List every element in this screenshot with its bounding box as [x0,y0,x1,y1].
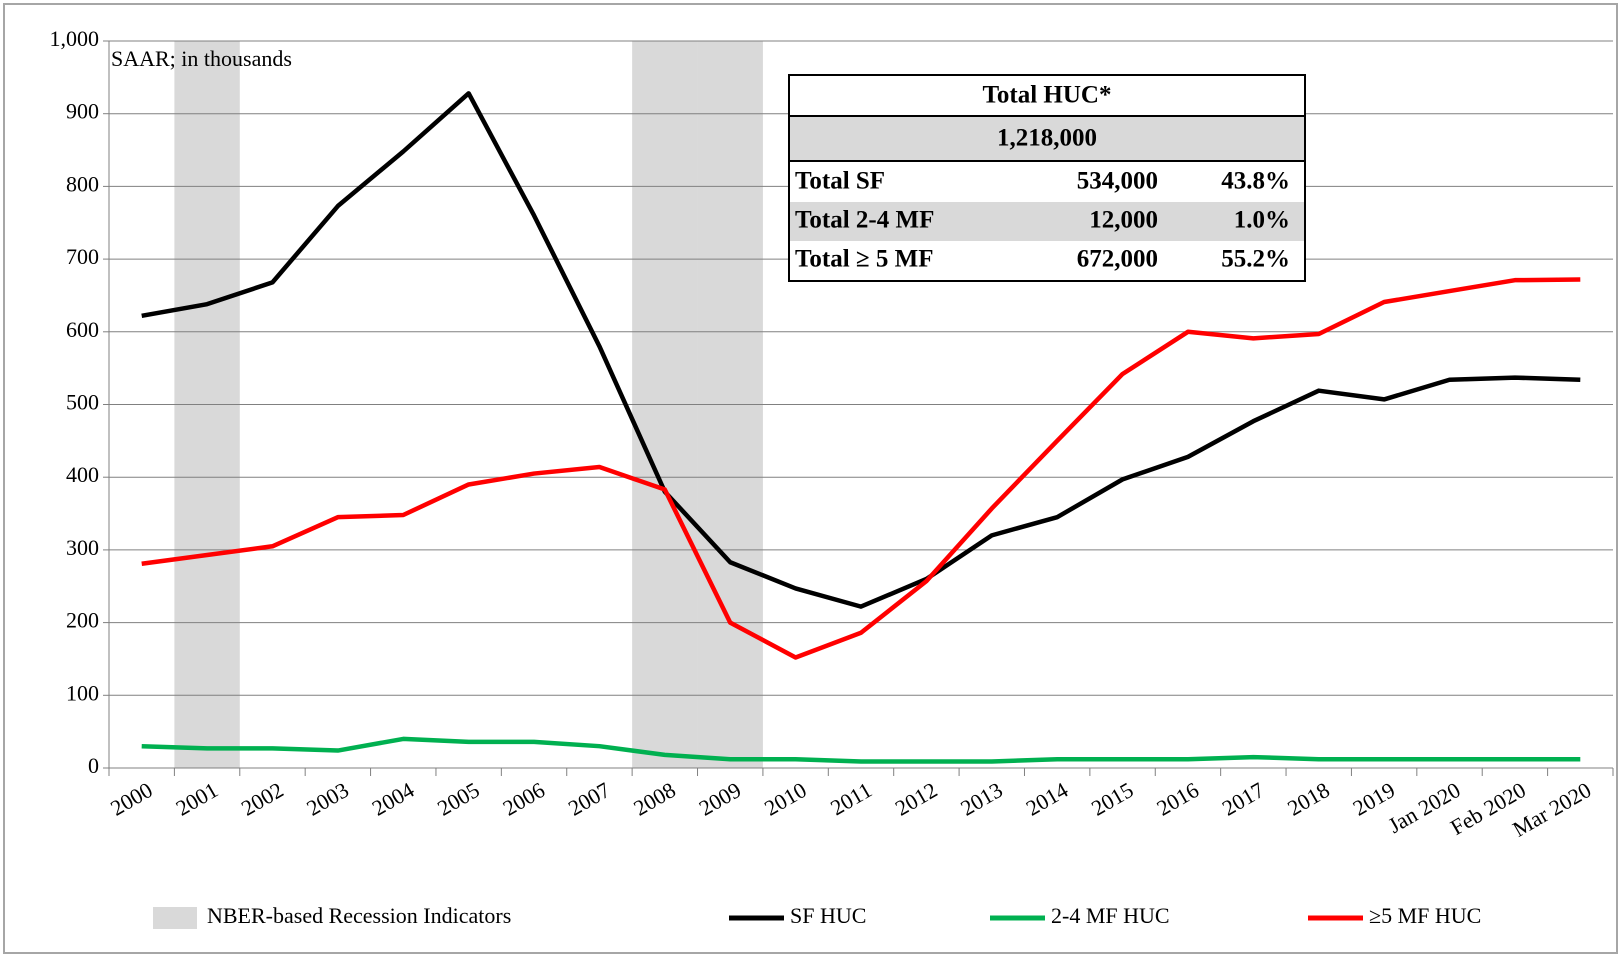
annotation: SAAR; in thousands [111,46,292,71]
y-tick-label: 0 [88,753,99,778]
summary-table: Total HUC* 1,218,000 Total SF 534,000 43.8% T… [788,74,1306,282]
table-cell: 534,000 [1077,168,1158,195]
y-tick-label: 1,000 [50,26,100,51]
legend-swatch [153,907,197,929]
legend-label: NBER-based Recession Indicators [207,903,511,928]
table-cell: Total SF [795,168,885,195]
table-cell: Total ≥ 5 MF [795,246,934,273]
legend-label: 2-4 MF HUC [1051,903,1170,928]
series-line [141,91,1581,609]
table-total-bg [788,115,1306,162]
y-tick-label: 900 [66,99,99,124]
table-cell: Total 2-4 MF [795,207,934,234]
table-frame [788,74,1306,282]
series-line [141,277,1581,660]
y-tick-label: 800 [66,171,99,196]
table-row-bg [790,202,1304,241]
legend-label: ≥5 MF HUC [1369,903,1481,928]
series-line [141,736,1581,764]
y-tick-label: 500 [66,390,99,415]
legend-label: SF HUC [790,903,866,928]
y-tick-label: 100 [66,680,99,705]
table-cell: 43.8% [1221,168,1290,195]
y-tick-label: 400 [66,462,99,487]
table-cell: 12,000 [1089,207,1158,234]
y-tick-label: 300 [66,535,99,560]
table-cell: 1.0% [1234,207,1290,234]
table-total: 1,218,000 [997,125,1097,152]
table-cell: 55.2% [1221,246,1290,273]
table-title: Total HUC* [983,82,1112,109]
table-cell: 672,000 [1077,246,1158,273]
y-tick-label: 700 [66,244,99,269]
y-tick-label: 600 [66,317,99,342]
y-tick-label: 200 [66,608,99,633]
